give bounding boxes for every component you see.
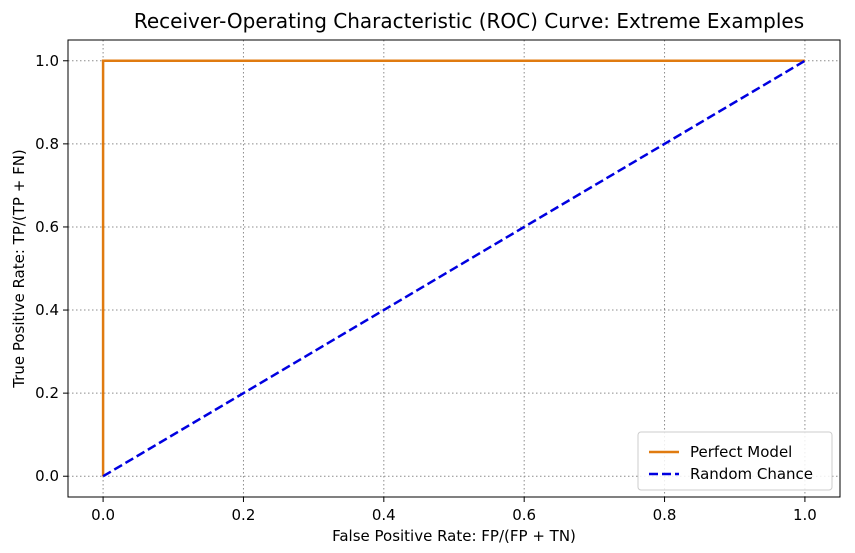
- y-tick-label: 0.2: [35, 384, 59, 402]
- legend: Perfect Model Random Chance: [637, 431, 833, 491]
- chart-title: Receiver-Operating Characteristic (ROC) …: [134, 9, 804, 33]
- plot-frame: [67, 39, 841, 498]
- axis-ticks: 0.0 0.2 0.4 0.6 0.8 1.0 0.0 0.2 0.4 0.6 0.8 1.0: [35, 52, 817, 524]
- x-tick-label: 1.0: [793, 506, 817, 524]
- series-line-perfect-model: [101, 59, 805, 477]
- legend-label: Random Chance: [690, 465, 813, 483]
- x-tick-label: 0.0: [91, 506, 115, 524]
- x-tick-label: 0.8: [653, 506, 677, 524]
- legend-label: Perfect Model: [690, 443, 792, 461]
- x-tick-label: 0.2: [232, 506, 256, 524]
- legend-box: [637, 431, 833, 491]
- series-group: [101, 59, 806, 478]
- y-tick-label: 0.0: [35, 467, 59, 485]
- y-tick-label: 0.4: [35, 301, 59, 319]
- y-tick-label: 0.6: [35, 218, 59, 236]
- y-axis-label: True Positive Rate: TP/(TP + FN): [10, 149, 28, 389]
- series-line-random-chance: [102, 59, 806, 478]
- x-axis-label: False Positive Rate: FP/(FP + TN): [332, 527, 576, 545]
- x-tick-label: 0.4: [372, 506, 396, 524]
- y-tick-label: 0.8: [35, 135, 59, 153]
- x-tick-label: 0.6: [512, 506, 536, 524]
- y-tick-label: 1.0: [35, 52, 59, 70]
